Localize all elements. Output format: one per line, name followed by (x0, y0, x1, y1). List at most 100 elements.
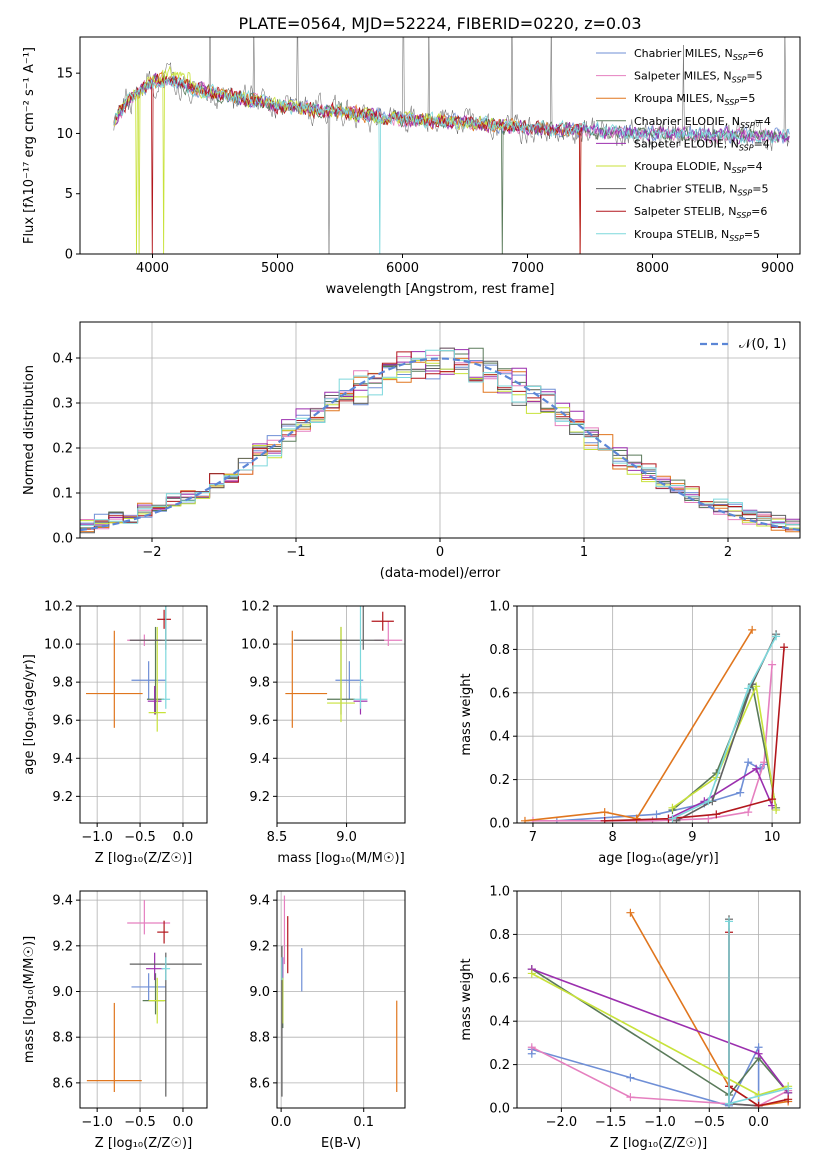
x-tick-label: −0.5 (124, 1115, 156, 1130)
y-tick-label: 0.4 (489, 1015, 510, 1030)
legend-label: Chabrier ELODIE, NSSP=4 (634, 115, 771, 130)
series-marker-kroupa_stelib (725, 1099, 734, 1108)
errorbar-point-kroupa_stelib (161, 606, 171, 709)
mass_vs_ebv-panel: 0.0 0.1 8.6 8.8 9.0 9.2 9.4 E(B-V) (249, 890, 406, 1151)
series-line-salpeter_elodie (668, 767, 773, 820)
series-marker-kroupa_miles (748, 625, 757, 634)
legend-label: Chabrier MILES, NSSP=6 (634, 47, 764, 62)
errorbar-point-salpeter_miles (127, 900, 171, 935)
series-marker-kroupa_stelib (668, 814, 677, 823)
x-tick-label: −2 (142, 545, 161, 560)
series-marker-kroupa_elodie (527, 969, 536, 978)
spectrum-model-line-salpeter_elodie (113, 72, 790, 145)
x-tick-label: 0.0 (173, 830, 194, 845)
legend-label: 𝒩(0, 1) (739, 337, 786, 352)
y-tick-label: 8.6 (249, 1076, 270, 1091)
series-marker-kroupa_elodie (668, 803, 677, 812)
series-line-salpeter_miles (531, 1046, 789, 1107)
spectrum-model-line-chabrier_miles (113, 73, 790, 145)
y-tick-label: 0.2 (489, 773, 510, 788)
series-marker-kroupa_stelib (772, 632, 781, 641)
errorbar-point-kroupa_elodie (148, 977, 166, 1024)
errorbar-point-chabrier_elodie (146, 626, 165, 715)
errorbar-point-salpeter_elodie (146, 952, 164, 981)
series-marker-salpeter_miles (527, 1043, 536, 1052)
mass_vs_Z-panel: −1.0 −0.5 0.0 8.6 8.8 9.0 9.2 9.4 Z [log₁₀(Z/Z☉)… (22, 890, 208, 1151)
series-marker-kroupa_miles (632, 814, 641, 823)
series-marker-kroupa_stelib (725, 917, 734, 926)
axes-frame (79, 605, 208, 824)
histogram-kroupa_stelib (80, 349, 800, 526)
y-tick-label: 9.8 (249, 676, 270, 691)
series-marker-salpeter_stelib (784, 1095, 793, 1104)
series-line-chabrier_elodie (531, 968, 789, 1097)
x-tick-label: −0.5 (124, 830, 156, 845)
y-tick-label: 0.8 (489, 643, 510, 658)
residual_hist-plot-area (80, 347, 800, 534)
series-marker-salpeter_miles (626, 1093, 635, 1102)
y-tick-label: 9.0 (52, 985, 73, 1000)
x-tick-label: 0.0 (748, 1115, 769, 1130)
y-tick-label: 0.0 (489, 817, 510, 832)
y-tick-label: 10.2 (44, 600, 73, 615)
errorbar-point-kroupa_miles (86, 1002, 142, 1093)
series-marker-chabrier_miles (736, 788, 745, 797)
series-marker-kroupa_miles (520, 816, 529, 823)
mass_vs_ebv-plot-area (281, 895, 398, 1097)
x-tick-label: 0.0 (173, 1115, 194, 1130)
y-tick-label: 9.4 (52, 894, 73, 909)
x-tick-label: −2.0 (546, 1115, 578, 1130)
legend-label: Salpeter STELIB, NSSP=6 (634, 205, 767, 220)
spectrum-model-line-chabrier_stelib (113, 37, 790, 254)
y-tick-label: 0.8 (489, 928, 510, 943)
errorbar-point-salpeter_stelib (157, 609, 171, 629)
legend-label: Chabrier STELIB, NSSP=5 (634, 183, 768, 198)
residual_hist-panel: −2 −1 0 1 2 0.0 0.1 0.2 0.3 0.4 (data-model)/error… (22, 321, 801, 581)
y-tick-label: 1.0 (489, 885, 510, 900)
y-tick-label: 9.4 (52, 752, 73, 767)
x-axis-label: mass [log₁₀(M/M☉)] (277, 851, 404, 866)
y-tick-label: 8.8 (52, 1031, 73, 1046)
x-tick-label: 4000 (136, 261, 169, 276)
y-axis-label: mass [log₁₀(M/M☉)] (22, 936, 37, 1063)
y-tick-label: 0.2 (489, 1058, 510, 1073)
x-tick-label: −1 (286, 545, 305, 560)
legend-label: Salpeter MILES, NSSP=5 (634, 70, 763, 85)
y-tick-label: 0 (65, 248, 73, 263)
x-tick-label: −1.0 (644, 1115, 676, 1130)
y-tick-label: 8.8 (249, 1031, 270, 1046)
mass_weight_vs_age-panel: 7 8 9 10 0.0 0.2 0.4 0.6 0.8 1.0 age [log₁₀(age/yr… (459, 600, 801, 866)
series-marker-chabrier_miles (744, 758, 753, 767)
x-tick-label: 2 (724, 545, 732, 560)
y-tick-label: 10.0 (241, 638, 270, 653)
errorbar-point-chabrier_elodie (142, 973, 165, 1015)
x-tick-label: 9 (688, 830, 696, 845)
y-tick-label: 9.4 (249, 752, 270, 767)
series-marker-salpeter_miles (744, 808, 753, 817)
series-marker-kroupa_stelib (744, 684, 753, 693)
gaussian-curve (80, 357, 800, 532)
legend-label: Salpeter ELODIE, NSSP=4 (634, 137, 770, 152)
series-marker-salpeter_miles (704, 814, 713, 823)
x-axis-label: age [log₁₀(age/yr)] (598, 851, 719, 866)
series-marker-salpeter_stelib (600, 816, 609, 823)
x-tick-label: 10 (764, 830, 781, 845)
x-tick-label: −1.0 (81, 1115, 113, 1130)
series-marker-salpeter_elodie (752, 764, 761, 773)
series-marker-salpeter_miles (768, 660, 777, 669)
errorbar-point-chabrier_miles (131, 973, 166, 1001)
y-tick-label: 15 (56, 67, 73, 82)
series-marker-kroupa_stelib (704, 797, 713, 806)
errorbar-point-salpeter_stelib (157, 920, 169, 944)
axes-frame (79, 890, 208, 1109)
y-axis-label: Normed distribution (22, 365, 37, 495)
errorbar-point-kroupa_elodie (148, 626, 166, 732)
y-tick-label: 9.2 (52, 790, 73, 805)
x-axis-label: Z [log₁₀(Z/Z☉)] (95, 1136, 192, 1151)
x-axis-label: E(B-V) (321, 1136, 361, 1151)
legend-label: Kroupa STELIB, NSSP=5 (634, 228, 760, 243)
errorbar-point-kroupa_miles (285, 630, 328, 728)
x-tick-label: 0 (436, 545, 444, 560)
errorbar-point-salpeter_stelib (371, 611, 394, 631)
